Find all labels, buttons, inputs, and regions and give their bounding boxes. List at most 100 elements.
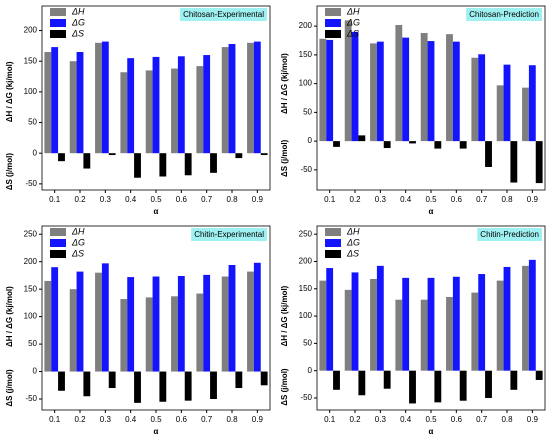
bar — [485, 370, 492, 398]
legend-label: ΔS — [71, 248, 84, 258]
x-tick-label: 0.9 — [252, 415, 264, 424]
bar — [395, 299, 403, 371]
y-tick-label: 150 — [299, 284, 313, 293]
y-tick-label: 200 — [24, 26, 38, 35]
bar — [427, 277, 435, 371]
bar — [127, 277, 135, 372]
bar — [101, 263, 109, 372]
bar — [196, 293, 204, 372]
bar — [333, 370, 340, 390]
bar — [434, 370, 442, 403]
bar — [452, 276, 460, 371]
legend-label: ΔG — [346, 17, 360, 27]
bar — [351, 31, 359, 142]
bar — [145, 70, 153, 154]
bar — [58, 153, 65, 162]
chart-title: Chitin-Experimental — [194, 230, 264, 239]
bar — [152, 276, 160, 372]
x-axis-title: α — [154, 207, 159, 216]
bar — [51, 267, 59, 372]
bar — [535, 141, 543, 184]
bar — [326, 39, 334, 142]
bar — [358, 370, 366, 396]
y-tick-label: 50 — [303, 107, 312, 116]
legend-swatch — [325, 239, 341, 247]
x-tick-label: 0.4 — [125, 415, 137, 424]
y-axis-title: ΔH / ΔG (kj/mol) — [280, 53, 289, 114]
bar — [351, 272, 359, 371]
bar — [522, 265, 529, 371]
x-tick-label: 0.6 — [176, 415, 188, 424]
bar — [210, 153, 217, 173]
x-axis-title: α — [154, 427, 159, 436]
bar — [76, 52, 84, 154]
bar — [196, 66, 204, 154]
y-tick-label: -50 — [25, 394, 37, 403]
panel: -50 0 50 100 150 200 0.1 0.2 0.3 0.4 0.5 0.6 0.7 0.8 0… — [280, 5, 546, 216]
legend-swatch — [50, 30, 66, 38]
bar — [376, 265, 384, 371]
x-tick-label: 0.7 — [476, 195, 488, 204]
legend-label: ΔS — [71, 28, 84, 38]
bar — [83, 371, 91, 397]
x-tick-label: 0.9 — [252, 195, 264, 204]
y-axis-title-2: ΔS (j/mol) — [5, 153, 14, 191]
bar — [184, 371, 192, 401]
legend-swatch — [50, 250, 66, 258]
y-tick-label: 100 — [299, 311, 313, 320]
legend-swatch — [50, 19, 66, 27]
x-tick-label: 0.8 — [501, 195, 513, 204]
bar — [177, 275, 185, 372]
bar — [120, 299, 128, 372]
y-tick-label: 50 — [28, 118, 37, 127]
y-axis-title-2: ΔS (j/mol) — [280, 139, 289, 177]
bar — [235, 153, 243, 159]
x-tick-label: 0.8 — [226, 195, 238, 204]
x-tick-label: 0.8 — [501, 415, 513, 424]
bar — [58, 371, 65, 391]
bar — [247, 271, 254, 372]
bar — [510, 370, 518, 390]
legend-swatch — [50, 228, 66, 236]
x-tick-label: 0.1 — [49, 195, 61, 204]
bar — [471, 57, 479, 142]
x-axis-title: α — [429, 207, 434, 216]
bar — [535, 370, 543, 380]
bar — [221, 47, 229, 154]
x-tick-label: 0.6 — [451, 195, 463, 204]
bar — [503, 266, 511, 371]
bar — [51, 47, 59, 154]
bar — [503, 64, 511, 142]
legend-label: ΔG — [71, 17, 85, 27]
bar — [319, 38, 327, 142]
bar — [235, 371, 243, 389]
bar — [203, 55, 211, 154]
title-box — [477, 228, 542, 241]
y-tick-label: 100 — [24, 87, 38, 96]
x-tick-label: 0.2 — [349, 415, 361, 424]
x-tick-label: 0.1 — [324, 415, 336, 424]
legend-label: ΔH — [71, 6, 85, 16]
x-tick-label: 0.2 — [74, 415, 86, 424]
y-tick-label: 150 — [24, 56, 38, 65]
bar — [253, 262, 261, 372]
y-tick-label: 200 — [299, 21, 313, 30]
legend-swatch — [325, 8, 341, 16]
bar — [522, 87, 529, 142]
x-tick-label: 0.9 — [527, 415, 539, 424]
bar — [528, 259, 536, 371]
x-tick-label: 0.7 — [201, 415, 213, 424]
bar — [108, 153, 116, 156]
bar — [159, 153, 167, 177]
legend-label: ΔG — [71, 237, 85, 247]
legend-swatch — [325, 228, 341, 236]
x-tick-label: 0.2 — [74, 195, 86, 204]
y-tick-label: -50 — [25, 179, 37, 188]
bar — [496, 280, 504, 371]
legend-label: ΔS — [346, 28, 359, 38]
x-tick-label: 0.7 — [201, 195, 213, 204]
legend-label: ΔH — [346, 6, 360, 16]
x-tick-label: 0.5 — [150, 195, 162, 204]
legend-label: ΔH — [346, 226, 360, 236]
